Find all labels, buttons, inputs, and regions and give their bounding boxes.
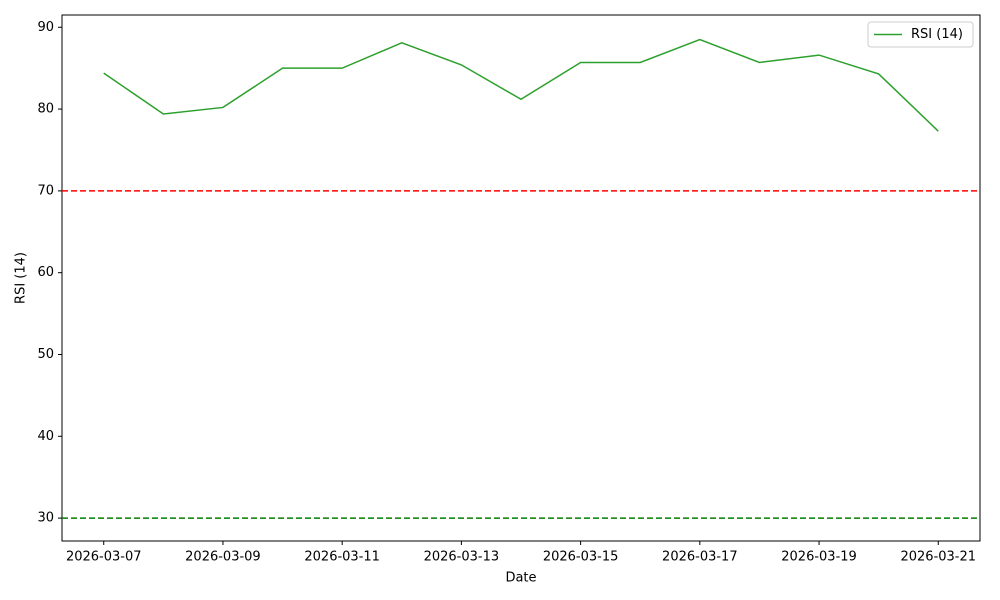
x-tick-label: 2026-03-21 — [900, 550, 976, 565]
legend-box — [867, 21, 974, 48]
x-tick-label: 2026-03-17 — [662, 550, 738, 565]
x-axis-label: Date — [505, 571, 536, 586]
y-tick-label: 50 — [37, 347, 54, 362]
x-tick-label: 2026-03-13 — [424, 550, 500, 565]
x-tick-label: 2026-03-11 — [304, 550, 380, 565]
y-tick-label: 30 — [37, 511, 54, 526]
x-tick-label: 2026-03-15 — [543, 550, 619, 565]
y-tick-label: 40 — [37, 429, 54, 444]
legend-label: RSI (14) — [911, 27, 963, 42]
y-tick-label: 90 — [37, 20, 54, 35]
y-tick-label: 70 — [37, 183, 54, 198]
x-tick-label: 2026-03-07 — [66, 550, 142, 565]
y-axis-label: RSI (14) — [14, 252, 29, 304]
x-tick-label: 2026-03-09 — [185, 550, 261, 565]
plot-frame — [61, 14, 981, 542]
x-tick-label: 2026-03-19 — [781, 550, 857, 565]
data-line — [103, 38, 939, 132]
y-tick-label: 60 — [37, 265, 54, 280]
y-tick-label: 80 — [37, 102, 54, 117]
